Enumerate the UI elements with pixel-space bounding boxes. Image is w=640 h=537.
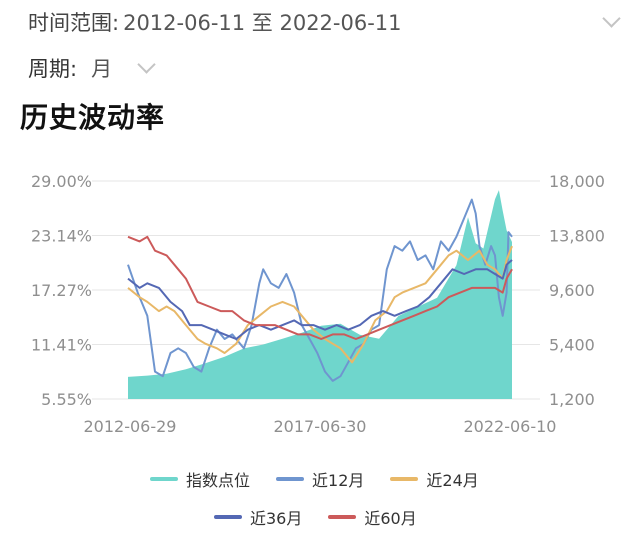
legend-item[interactable]: 指数点位 xyxy=(150,467,250,491)
legend-label: 近24月 xyxy=(426,471,479,490)
right-axis-tick-label: 9,600 xyxy=(549,281,595,300)
series-line xyxy=(127,245,513,364)
left-axis-tick-label: 5.55% xyxy=(41,390,92,409)
chevron-down-icon[interactable] xyxy=(602,9,621,28)
right-axis-ticks: 18,000 13,800 9,600 5,400 1,200 xyxy=(549,172,605,409)
legend-swatch xyxy=(214,515,242,519)
legend-swatch xyxy=(150,477,178,481)
right-axis-tick-label: 13,800 xyxy=(549,227,605,246)
series-area-index xyxy=(128,190,512,399)
legend-swatch xyxy=(390,477,419,481)
legend-label: 近12月 xyxy=(312,471,365,490)
period-label: 周期: xyxy=(28,57,78,81)
legend-item[interactable]: 近24月 xyxy=(390,467,479,491)
period-filter[interactable]: 周期: 月 xyxy=(28,52,156,84)
index-area-layer xyxy=(128,190,512,399)
series-line xyxy=(127,259,513,340)
period-value[interactable]: 月 xyxy=(91,57,113,81)
time-range-label: 时间范围: xyxy=(28,11,120,35)
legend-label: 近36月 xyxy=(250,509,303,528)
x-axis-tick-label: 2017-06-30 xyxy=(274,417,367,436)
left-axis-tick-label: 23.14% xyxy=(31,227,92,246)
x-axis-tick-label: 2022-06-10 xyxy=(464,417,557,436)
left-axis-tick-label: 17.27% xyxy=(31,281,92,300)
x-axis-ticks: 2012-06-29 2017-06-30 2022-06-10 xyxy=(84,417,557,436)
time-range-value[interactable]: 2012-06-11 至 2022-06-11 xyxy=(123,11,402,35)
legend-label: 指数点位 xyxy=(186,471,251,490)
series-line xyxy=(127,198,513,382)
volatility-lines xyxy=(127,198,513,382)
right-axis-tick-label: 5,400 xyxy=(549,336,595,355)
legend-item[interactable]: 近12月 xyxy=(276,467,364,491)
left-axis-tick-label: 11.41% xyxy=(31,336,92,355)
series-line xyxy=(127,235,513,340)
right-axis-tick-label: 1,200 xyxy=(549,390,595,409)
left-axis-ticks: 29.00% 23.14% 17.27% 11.41% 5.55% xyxy=(31,172,92,409)
legend-item[interactable]: 近36月 xyxy=(214,505,302,529)
legend-label: 近60月 xyxy=(364,509,417,528)
chart-title: 历史波动率 xyxy=(20,101,166,134)
chevron-down-icon[interactable] xyxy=(137,54,156,74)
volatility-chart: 29.00% 23.14% 17.27% 11.41% 5.55% 18,000 13,8… xyxy=(31,172,605,436)
legend-item[interactable]: 近60月 xyxy=(328,505,417,529)
right-axis-tick-label: 18,000 xyxy=(549,172,605,191)
left-axis-tick-label: 29.00% xyxy=(31,172,92,191)
time-range-filter[interactable]: 时间范围: 2012-06-11 至 2022-06-11 xyxy=(28,6,402,38)
x-axis-tick-label: 2012-06-29 xyxy=(84,417,177,436)
legend-swatch xyxy=(276,477,305,481)
legend-swatch xyxy=(328,515,357,519)
